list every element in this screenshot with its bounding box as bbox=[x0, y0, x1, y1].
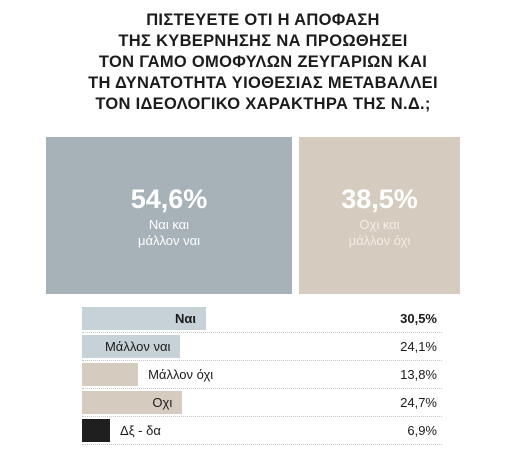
summary-no-value: 38,5% bbox=[341, 184, 418, 214]
summary-yes-label-line1: Ναι και bbox=[148, 217, 190, 232]
row-divider bbox=[82, 444, 442, 445]
summary-no-label-line2: μάλλον όχι bbox=[348, 233, 411, 248]
bar-category-label: Οχι bbox=[152, 395, 173, 410]
row-divider bbox=[82, 416, 442, 417]
summary-no-label-line1: Οχι και bbox=[359, 217, 400, 232]
bar-row: Μάλλον όχι 13,8% bbox=[82, 363, 442, 389]
row-divider bbox=[82, 332, 442, 333]
bar bbox=[82, 391, 183, 414]
bar-value-label: 30,5% bbox=[400, 311, 437, 326]
title-line: ΤΟΝ ΙΔΕΟΛΟΓΙΚΟ ΧΑΡΑΚΤΗΡΑ ΤΗΣ Ν.Δ.; bbox=[95, 95, 431, 113]
summary-yes-box: 54,6% Ναι και μάλλον ναι bbox=[46, 137, 292, 294]
title-line: ΠΙΣΤΕΥΕΤΕ ΟΤΙ Η ΑΠΟΦΑΣΗ bbox=[146, 11, 380, 29]
bar bbox=[82, 419, 111, 442]
bar-category-label: Ναι bbox=[175, 311, 196, 326]
bar-category-label: Μάλλον ναι bbox=[104, 339, 171, 354]
bar-value-label: 24,7% bbox=[400, 395, 437, 410]
chart-title: ΠΙΣΤΕΥΕΤΕ ΟΤΙ Η ΑΠΟΦΑΣΗ ΤΗΣ ΚΥΒΕΡΝΗΣΗΣ Ν… bbox=[0, 10, 526, 115]
bar-value-label: 24,1% bbox=[400, 339, 437, 354]
bar-row: Ναι 30,5% bbox=[82, 307, 442, 333]
bar-category-label: Μάλλον όχι bbox=[148, 367, 214, 382]
bar bbox=[82, 307, 206, 330]
title-line: ΤΗΣ ΚΥΒΕΡΝΗΣΗΣ ΝΑ ΠΡΟΩΘΗΣΕΙ bbox=[118, 32, 408, 50]
bar-row: Οχι 24,7% bbox=[82, 391, 442, 417]
summary-no-box: 38,5% Οχι και μάλλον όχι bbox=[299, 137, 460, 294]
bar-value-label: 6,9% bbox=[407, 423, 437, 438]
summary-yes-label-line2: μάλλον ναι bbox=[137, 233, 201, 248]
bar-value-label: 13,8% bbox=[400, 367, 437, 382]
bar-row: Μάλλον ναι 24,1% bbox=[82, 335, 442, 361]
title-line: ΤΟΝ ΓΑΜΟ ΟΜΟΦΥΛΩΝ ΖΕΥΓΑΡΙΩΝ ΚΑΙ bbox=[98, 53, 428, 71]
bar-row: Δξ - δα 6,9% bbox=[82, 419, 442, 445]
row-divider bbox=[82, 360, 442, 361]
row-divider bbox=[82, 388, 442, 389]
summary-yes-value: 54,6% bbox=[130, 184, 208, 214]
bar-category-label: Δξ - δα bbox=[120, 423, 161, 438]
bar bbox=[82, 335, 180, 358]
bar bbox=[82, 363, 139, 386]
title-line: ΤΗ ΔΥΝΑΤΟΤΗΤΑ ΥΙΟΘΕΣΙΑΣ ΜΕΤΑΒΑΛΛΕΙ bbox=[88, 74, 438, 92]
breakdown-bar-chart: Ναι 30,5% Μάλλον ναι 24,1% Μάλλον όχι 13,8% Οχ… bbox=[82, 307, 442, 447]
